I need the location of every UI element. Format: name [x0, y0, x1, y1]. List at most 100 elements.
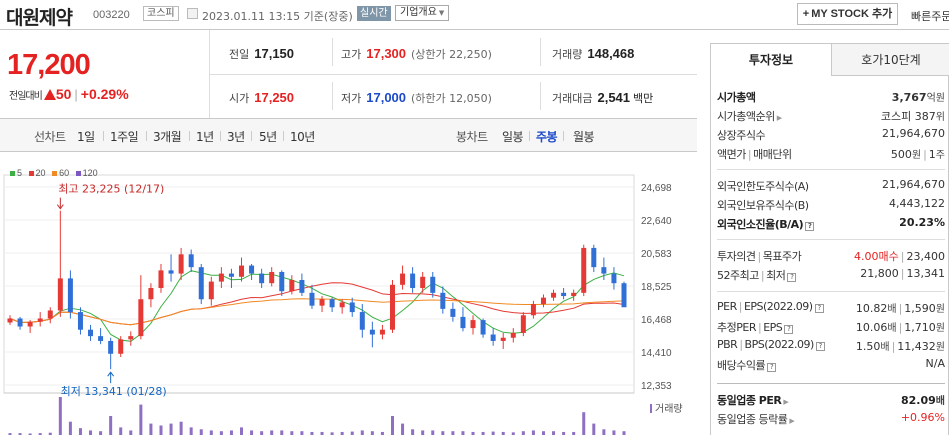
open-label: 시가: [229, 92, 250, 105]
triangle-right-icon: ▶: [789, 417, 795, 425]
change-separator: |: [74, 87, 78, 102]
eps-label: EPS(2022.09): [743, 300, 813, 313]
change-label: 전일대비: [9, 91, 43, 102]
clock-icon: [187, 8, 198, 19]
candle-body: [500, 337, 506, 341]
prev-close-value: 17,150: [254, 46, 295, 61]
quick-order-link[interactable]: 빠른주문: [911, 10, 949, 23]
foreign-limit-row: 외국인한도주식수(A) 21,964,670: [717, 178, 945, 196]
candle-body: [17, 318, 23, 327]
y-tick-label: 16,468: [641, 315, 672, 326]
candle-body: [128, 336, 134, 340]
volume-bar: [119, 427, 123, 435]
help-icon[interactable]: ?: [814, 304, 824, 313]
company-overview-button[interactable]: 기업개요 ▼: [395, 5, 450, 21]
high-value: 17,300: [366, 46, 407, 61]
period-1d[interactable]: 1일: [77, 130, 95, 144]
y-tick-label: 12,353: [641, 381, 672, 392]
volume-bar: [390, 416, 394, 435]
volume-bar: [229, 430, 233, 435]
volume-bar: [48, 432, 52, 435]
candle-body: [540, 297, 546, 305]
volume-bar: [209, 430, 213, 435]
quote-divider: [540, 82, 541, 110]
volume-bar: [38, 433, 42, 435]
period-3m[interactable]: 3개월: [153, 130, 182, 144]
candle-body: [108, 340, 114, 354]
volume-bar: [169, 423, 173, 435]
volume-bar: [199, 429, 203, 435]
candle-body: [98, 336, 104, 341]
foreign-ratio-label: 외국인소진율(B/A): [717, 218, 804, 231]
candle-body: [279, 271, 285, 292]
help-icon[interactable]: ?: [815, 342, 825, 351]
period-separator: [283, 131, 284, 141]
period-10y[interactable]: 10년: [290, 130, 315, 144]
prev-close: 전일 17,150: [229, 46, 294, 62]
volume-bar: [431, 430, 435, 435]
period-weekly-candle[interactable]: 주봉: [536, 130, 558, 144]
period-5y[interactable]: 5년: [259, 130, 277, 144]
period-1y[interactable]: 1년: [196, 130, 214, 144]
candle-body: [57, 278, 63, 311]
listed-shares-row: 상장주식수 21,964,670: [717, 127, 945, 145]
period-3y[interactable]: 3년: [227, 130, 245, 144]
market-cap-value: 3,767: [891, 91, 927, 104]
help-icon[interactable]: ?: [787, 273, 797, 282]
volume-bar: [441, 431, 445, 435]
realtime-button[interactable]: 실시간: [357, 6, 391, 21]
price-change-row: 전일대비 50 | +0.29%: [9, 86, 129, 102]
help-icon[interactable]: ?: [767, 363, 777, 372]
volume-bar: [481, 431, 485, 435]
week52-row: 52주최고 | 최저? 21,800 | 13,341: [717, 267, 945, 282]
candle-body: [480, 320, 486, 335]
y-tick-label: 22,640: [641, 216, 672, 227]
dividend-row: 배당수익률? N/A: [717, 357, 945, 375]
volume-bar: [451, 431, 455, 435]
period-separator: [189, 131, 190, 141]
industry-per-unit: 배: [935, 396, 945, 407]
industry-rate-label: 동일업종 등락률: [717, 413, 788, 426]
est-per-label: 추정PER: [717, 321, 756, 334]
period-daily-candle[interactable]: 일봉: [502, 130, 524, 144]
volume-bar: [471, 431, 475, 435]
upper-limit: (상한가 22,250): [411, 48, 492, 61]
market-cap-rank-row: 시가총액순위 ▶ 코스피 387위: [717, 108, 945, 126]
period-1w[interactable]: 1주일: [110, 130, 139, 144]
tab-orderbook[interactable]: 호가10단계: [831, 43, 949, 76]
quote-divider: [332, 82, 333, 110]
tab-investment-info[interactable]: 투자정보: [711, 43, 831, 76]
volume-bar: [260, 431, 264, 435]
per-unit: 배: [887, 304, 897, 315]
volume-bar: [310, 431, 314, 435]
volume-bar: [572, 431, 576, 435]
volume-bar: [592, 423, 596, 435]
change-rate: +0.29%: [80, 86, 129, 102]
candle-body: [420, 276, 426, 289]
price-chart[interactable]: 24,698 22,640 20,583 18,525 16,468 14,410 12,3…: [0, 152, 697, 435]
market-cap-rank-unit: 위: [935, 112, 945, 123]
period-monthly-candle[interactable]: 월봉: [573, 130, 595, 144]
candle-body: [591, 247, 597, 268]
foreign-hold-row: 외국인보유주식수(B) 4,443,122: [717, 197, 945, 215]
help-icon[interactable]: ?: [805, 222, 815, 231]
est-per-row: 추정PER | EPS? 10.06배 | 1,710원: [717, 321, 945, 334]
quote-timestamp: 2023.01.11 13:15 기준(장중): [202, 10, 353, 23]
add-mystock-button[interactable]: + MY STOCK 추가: [797, 3, 898, 25]
volume-bar: [552, 431, 556, 435]
market-cap-rank-value: 387: [914, 110, 936, 123]
panel-divider: [717, 383, 945, 384]
open-price: 시가 17,250: [229, 90, 294, 106]
volume-bar: [531, 430, 535, 435]
up-arrow-icon: [43, 89, 56, 100]
help-icon[interactable]: ?: [784, 325, 794, 334]
candle-chart-label: 봉차트: [456, 130, 488, 144]
prev-close-label: 전일: [229, 48, 250, 61]
candlestick-chart[interactable]: 24,698 22,640 20,583 18,525 16,468 14,410 12,3…: [0, 152, 697, 435]
trade-value: 거래대금 2,541 백만: [552, 90, 653, 106]
candle-body: [138, 299, 144, 337]
candle-body: [470, 320, 476, 329]
market-cap-row: 시가총액 3,767억원: [717, 89, 945, 107]
low-price: 저가 17,000 (하한가 12,050): [341, 90, 492, 106]
pbr-unit: 배: [880, 342, 890, 353]
